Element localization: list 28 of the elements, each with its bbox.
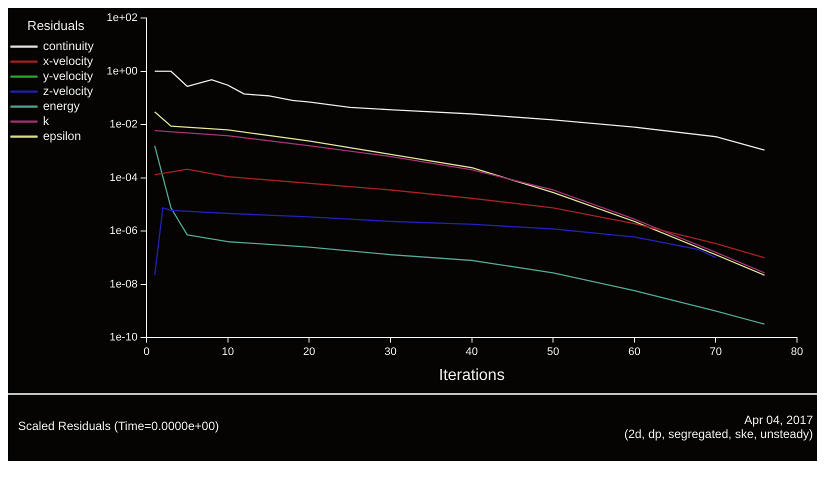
x-tick-label: 20	[303, 346, 316, 358]
legend-label: y-velocity	[43, 68, 94, 83]
text: Scaled Residuals (Time=0.0000e+00)	[18, 419, 220, 433]
legend-label: energy	[43, 98, 80, 113]
y-tick-label: 1e-06	[109, 225, 138, 238]
x-tick-label: 10	[222, 346, 234, 358]
y-tick-label: 1e+00	[106, 65, 138, 78]
text: (2d, dp, segregated, ske, unsteady)	[624, 427, 813, 441]
x-tick-label: 60	[628, 346, 641, 358]
x-axis-title: Iterations	[438, 366, 505, 384]
x-tick-label: 70	[710, 346, 722, 358]
x-tick-label: 80	[790, 346, 804, 358]
legend-label: z-velocity	[43, 84, 94, 98]
y-tick-label: 1e+02	[106, 12, 138, 24]
x-tick-label: 50	[546, 346, 560, 358]
y-tick-label: 1e-10	[109, 332, 138, 344]
x-tick-label: 40	[466, 346, 478, 358]
y-tick-label: 1e-04	[109, 172, 138, 184]
x-tick-label: 30	[384, 346, 397, 358]
legend-title: Residuals	[27, 18, 85, 34]
text: Apr 04, 2017	[743, 413, 813, 427]
legend-label: x-velocity	[43, 54, 94, 68]
legend-label: continuity	[43, 38, 94, 53]
y-tick-label: 1e-02	[109, 118, 138, 131]
x-tick-label: 0	[144, 346, 150, 358]
legend-label: epsilon	[43, 128, 82, 143]
y-tick-label: 1e-08	[109, 278, 138, 290]
legend-label: k	[43, 114, 50, 128]
